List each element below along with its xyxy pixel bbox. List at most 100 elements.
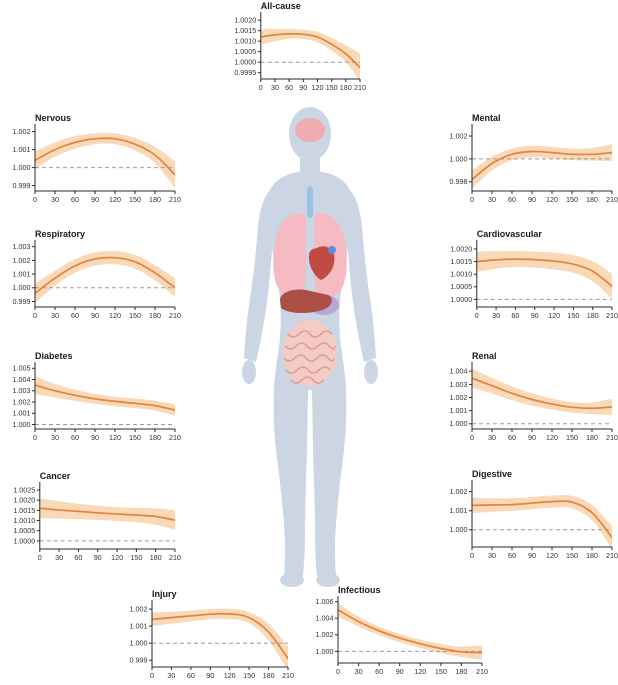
tick-labels: 1.000 1.002 1.004 1.006 0 30 60 90 120 150 180 210 [316,597,489,676]
x-tick-label: 150 [243,671,255,680]
x-tick-label: 150 [566,433,578,442]
x-tick-label: 90 [91,311,99,320]
x-tick-label: 120 [224,671,236,680]
chart-title: Digestive [472,469,512,479]
chart-title: Renal [472,351,497,361]
x-tick-label: 0 [470,433,474,442]
y-tick-label: 1.003 [13,242,31,251]
y-tick-label: 1.001 [13,270,31,279]
y-tick-label: 1.000 [13,420,31,429]
x-tick-label: 60 [71,311,79,320]
y-tick-label: 0.9995 [234,68,256,77]
chart-svg: Cancer 1.00001.00051.00101.00151.00201.00… [13,471,181,562]
x-tick-label: 180 [149,311,161,320]
y-tick-label: 1.0020 [234,16,256,25]
y-tick-label: 1.002 [316,630,334,639]
x-tick-label: 120 [546,433,558,442]
tick-labels: 0.999 1.000 1.001 1.002 1.003 0 30 60 90 120 150 18… [13,242,182,320]
tick-labels: 1.000 1.001 1.002 1.003 1.004 0 30 60 90 120 150 18… [450,367,618,442]
x-tick-label: 180 [587,311,599,320]
x-tick-label: 210 [169,433,181,442]
y-tick-label: 1.000 [13,283,31,292]
y-tick-label: 1.0020 [450,244,472,253]
brain-icon [295,118,325,142]
right-hand-shape [364,360,378,384]
x-tick-label: 120 [546,551,558,560]
x-tick-label: 180 [149,195,161,204]
x-tick-label: 60 [511,311,519,320]
x-tick-label: 210 [606,311,618,320]
y-tick-label: 1.004 [316,614,334,623]
x-tick-label: 0 [470,551,474,560]
x-tick-label: 30 [355,667,363,676]
y-tick-label: 1.001 [13,145,31,154]
x-tick-label: 120 [414,667,426,676]
y-tick-label: 1.004 [450,367,468,376]
y-tick-label: 1.003 [450,380,468,389]
y-tick-label: 1.005 [13,364,31,373]
axes [149,600,289,670]
vessel-icon [328,246,336,254]
axes [32,124,176,194]
x-tick-label: 90 [299,83,307,92]
left-hand-shape [242,360,256,384]
chart-title: Cardiovascular [477,229,543,239]
y-tick-label: 1.004 [13,375,31,384]
confidence-band [472,368,612,416]
x-tick-label: 30 [167,671,175,680]
x-tick-label: 180 [150,553,162,562]
chart-injury: Injury 0.999 1.000 1.001 1.002 0 30 60 90 120 150 1… [122,588,295,683]
mean-line [338,609,482,654]
confidence-band [261,28,360,79]
mean-line [35,384,175,411]
x-tick-label: 60 [508,551,516,560]
x-tick-label: 90 [91,433,99,442]
x-tick-label: 210 [169,553,181,562]
left-arm-shape [244,190,274,362]
mean-line [152,612,288,660]
y-tick-label: 1.0015 [450,257,472,266]
y-tick-label: 1.001 [13,409,31,418]
x-tick-label: 30 [55,553,63,562]
x-tick-label: 210 [606,551,618,560]
lung-left-icon [273,213,306,297]
y-tick-label: 1.000 [130,639,148,648]
x-tick-label: 0 [259,83,263,92]
chart-cardiovascular: Cardiovascular 1.0000 1.0005 1.0010 1.0015 1.… [442,228,618,323]
chart-title: Mental [472,113,501,123]
neck-shape [300,152,320,176]
chart-title: Injury [152,589,177,599]
y-tick-label: 0.999 [13,181,31,190]
axes [257,12,361,82]
x-tick-label: 150 [566,195,578,204]
x-tick-label: 0 [33,433,37,442]
x-tick-label: 30 [488,195,496,204]
chart-nervous: Nervous 0.999 1.000 1.001 1.002 0 30 60 90 120 150… [5,112,182,207]
x-tick-label: 210 [606,195,618,204]
x-tick-label: 150 [129,195,141,204]
y-tick-label: 0.999 [13,297,31,306]
y-tick-label: 1.000 [316,647,334,656]
x-tick-label: 180 [586,433,598,442]
x-tick-label: 0 [475,311,479,320]
y-tick-label: 1.0000 [234,58,256,67]
y-tick-label: 0.998 [450,177,468,186]
x-tick-label: 0 [336,667,340,676]
human-body-illustration [242,107,378,587]
left-foot-shape [280,573,304,587]
y-tick-label: 1.0015 [234,26,256,35]
x-tick-label: 150 [566,551,578,560]
x-tick-label: 210 [606,433,618,442]
x-tick-label: 60 [71,195,79,204]
confidence-band [35,376,175,416]
x-tick-label: 30 [492,311,500,320]
x-tick-label: 90 [531,311,539,320]
liver-icon [280,289,332,314]
y-tick-label: 0.999 [130,656,148,665]
mean-line [472,500,612,539]
y-tick-label: 1.002 [13,397,31,406]
right-leg-shape [312,390,347,576]
chart-renal: Renal 1.000 1.001 1.002 1.003 1.004 0 30 60 90 120… [442,350,618,445]
chart-mental: Mental 0.998 1.000 1.002 0 30 60 90 120 150 180 210 [442,112,618,207]
